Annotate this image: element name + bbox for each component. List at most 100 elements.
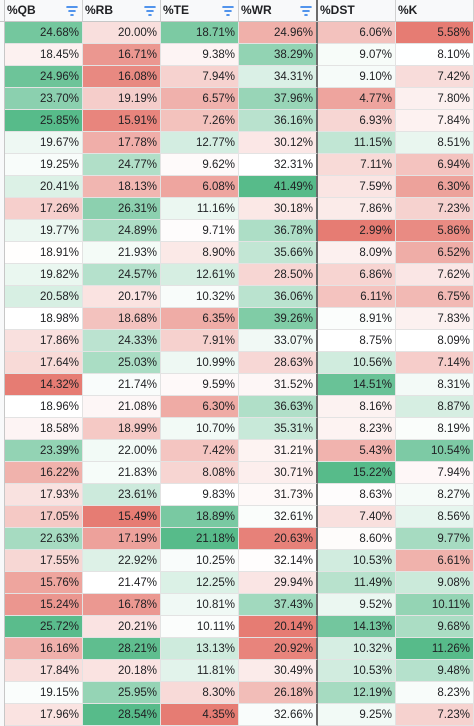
table-cell[interactable]: 18.99% (83, 418, 161, 440)
table-cell[interactable]: 9.25% (318, 704, 396, 726)
row-header[interactable] (0, 484, 5, 506)
table-cell[interactable]: 8.16% (318, 396, 396, 418)
table-cell[interactable]: 11.81% (161, 660, 239, 682)
table-cell[interactable]: 9.07% (318, 44, 396, 66)
table-cell[interactable]: 21.08% (83, 396, 161, 418)
table-cell[interactable]: 19.25% (5, 154, 83, 176)
table-cell[interactable]: 23.61% (83, 484, 161, 506)
table-cell[interactable]: 20.63% (239, 528, 318, 550)
table-cell[interactable]: 7.42% (161, 440, 239, 462)
table-cell[interactable]: 17.93% (5, 484, 83, 506)
table-cell[interactable]: 8.56% (396, 506, 474, 528)
table-cell[interactable]: 19.82% (5, 264, 83, 286)
table-cell[interactable]: 11.16% (161, 198, 239, 220)
table-cell[interactable]: 8.31% (396, 374, 474, 396)
row-header[interactable] (0, 550, 5, 572)
table-cell[interactable]: 17.05% (5, 506, 83, 528)
table-cell[interactable]: 8.63% (318, 484, 396, 506)
table-cell[interactable]: 10.11% (396, 594, 474, 616)
table-cell[interactable]: 9.71% (161, 220, 239, 242)
table-cell[interactable]: 25.72% (5, 616, 83, 638)
table-cell[interactable]: 8.30% (161, 682, 239, 704)
filter-icon[interactable] (66, 5, 78, 17)
table-cell[interactable]: 6.30% (161, 396, 239, 418)
table-cell[interactable]: 30.49% (239, 660, 318, 682)
table-cell[interactable]: 7.11% (318, 154, 396, 176)
table-cell[interactable]: 24.77% (83, 154, 161, 176)
table-cell[interactable]: 2.99% (318, 220, 396, 242)
column-header-5[interactable]: %DST (318, 0, 396, 21)
table-cell[interactable]: 10.70% (161, 418, 239, 440)
table-cell[interactable]: 35.66% (239, 242, 318, 264)
table-cell[interactable]: 21.47% (83, 572, 161, 594)
row-header[interactable] (0, 352, 5, 374)
table-cell[interactable]: 11.15% (318, 132, 396, 154)
table-cell[interactable]: 18.98% (5, 308, 83, 330)
table-cell[interactable]: 19.19% (83, 88, 161, 110)
table-cell[interactable]: 10.81% (161, 594, 239, 616)
table-cell[interactable]: 12.25% (161, 572, 239, 594)
table-cell[interactable]: 29.94% (239, 572, 318, 594)
table-cell[interactable]: 6.30% (396, 176, 474, 198)
table-cell[interactable]: 8.23% (396, 682, 474, 704)
table-cell[interactable]: 24.68% (5, 22, 83, 44)
table-cell[interactable]: 32.31% (239, 154, 318, 176)
table-cell[interactable]: 18.58% (5, 418, 83, 440)
table-cell[interactable]: 15.49% (83, 506, 161, 528)
row-header[interactable] (0, 154, 5, 176)
table-cell[interactable]: 6.94% (396, 154, 474, 176)
table-cell[interactable]: 11.26% (396, 638, 474, 660)
table-cell[interactable]: 25.85% (5, 110, 83, 132)
table-cell[interactable]: 17.64% (5, 352, 83, 374)
table-cell[interactable]: 21.74% (83, 374, 161, 396)
table-cell[interactable]: 20.21% (83, 616, 161, 638)
table-cell[interactable]: 24.33% (83, 330, 161, 352)
table-cell[interactable]: 31.52% (239, 374, 318, 396)
table-cell[interactable]: 17.78% (83, 132, 161, 154)
table-cell[interactable]: 18.68% (83, 308, 161, 330)
row-header[interactable] (0, 308, 5, 330)
table-cell[interactable]: 24.57% (83, 264, 161, 286)
table-cell[interactable]: 8.75% (318, 330, 396, 352)
table-cell[interactable]: 32.66% (239, 704, 318, 726)
table-cell[interactable]: 23.70% (5, 88, 83, 110)
table-cell[interactable]: 28.54% (83, 704, 161, 726)
table-cell[interactable]: 10.56% (318, 352, 396, 374)
table-cell[interactable]: 8.27% (396, 484, 474, 506)
table-cell[interactable]: 38.29% (239, 44, 318, 66)
table-cell[interactable]: 8.10% (396, 44, 474, 66)
table-cell[interactable]: 17.26% (5, 198, 83, 220)
row-header[interactable] (0, 110, 5, 132)
table-cell[interactable]: 41.49% (239, 176, 318, 198)
table-cell[interactable]: 6.57% (161, 88, 239, 110)
column-header-1[interactable]: %QB (5, 0, 83, 21)
table-cell[interactable]: 9.62% (161, 154, 239, 176)
table-cell[interactable]: 8.91% (318, 308, 396, 330)
table-cell[interactable]: 28.50% (239, 264, 318, 286)
table-cell[interactable]: 30.71% (239, 462, 318, 484)
table-cell[interactable]: 12.19% (318, 682, 396, 704)
filter-icon[interactable] (144, 5, 156, 17)
table-cell[interactable]: 15.22% (318, 462, 396, 484)
table-cell[interactable]: 8.90% (161, 242, 239, 264)
table-cell[interactable]: 36.16% (239, 110, 318, 132)
row-header[interactable] (0, 242, 5, 264)
table-cell[interactable]: 5.86% (396, 220, 474, 242)
table-cell[interactable]: 8.09% (396, 330, 474, 352)
table-cell[interactable]: 20.41% (5, 176, 83, 198)
table-cell[interactable]: 9.83% (161, 484, 239, 506)
table-cell[interactable]: 6.61% (396, 550, 474, 572)
row-header[interactable] (0, 264, 5, 286)
row-header[interactable] (0, 462, 5, 484)
table-cell[interactable]: 7.40% (318, 506, 396, 528)
table-cell[interactable]: 16.22% (5, 462, 83, 484)
table-cell[interactable]: 6.93% (318, 110, 396, 132)
row-header[interactable] (0, 396, 5, 418)
column-header-6[interactable]: %K (396, 0, 474, 21)
row-header[interactable] (0, 528, 5, 550)
table-cell[interactable]: 18.45% (5, 44, 83, 66)
row-header[interactable] (0, 374, 5, 396)
table-cell[interactable]: 9.08% (396, 572, 474, 594)
table-cell[interactable]: 5.58% (396, 22, 474, 44)
row-header[interactable] (0, 88, 5, 110)
